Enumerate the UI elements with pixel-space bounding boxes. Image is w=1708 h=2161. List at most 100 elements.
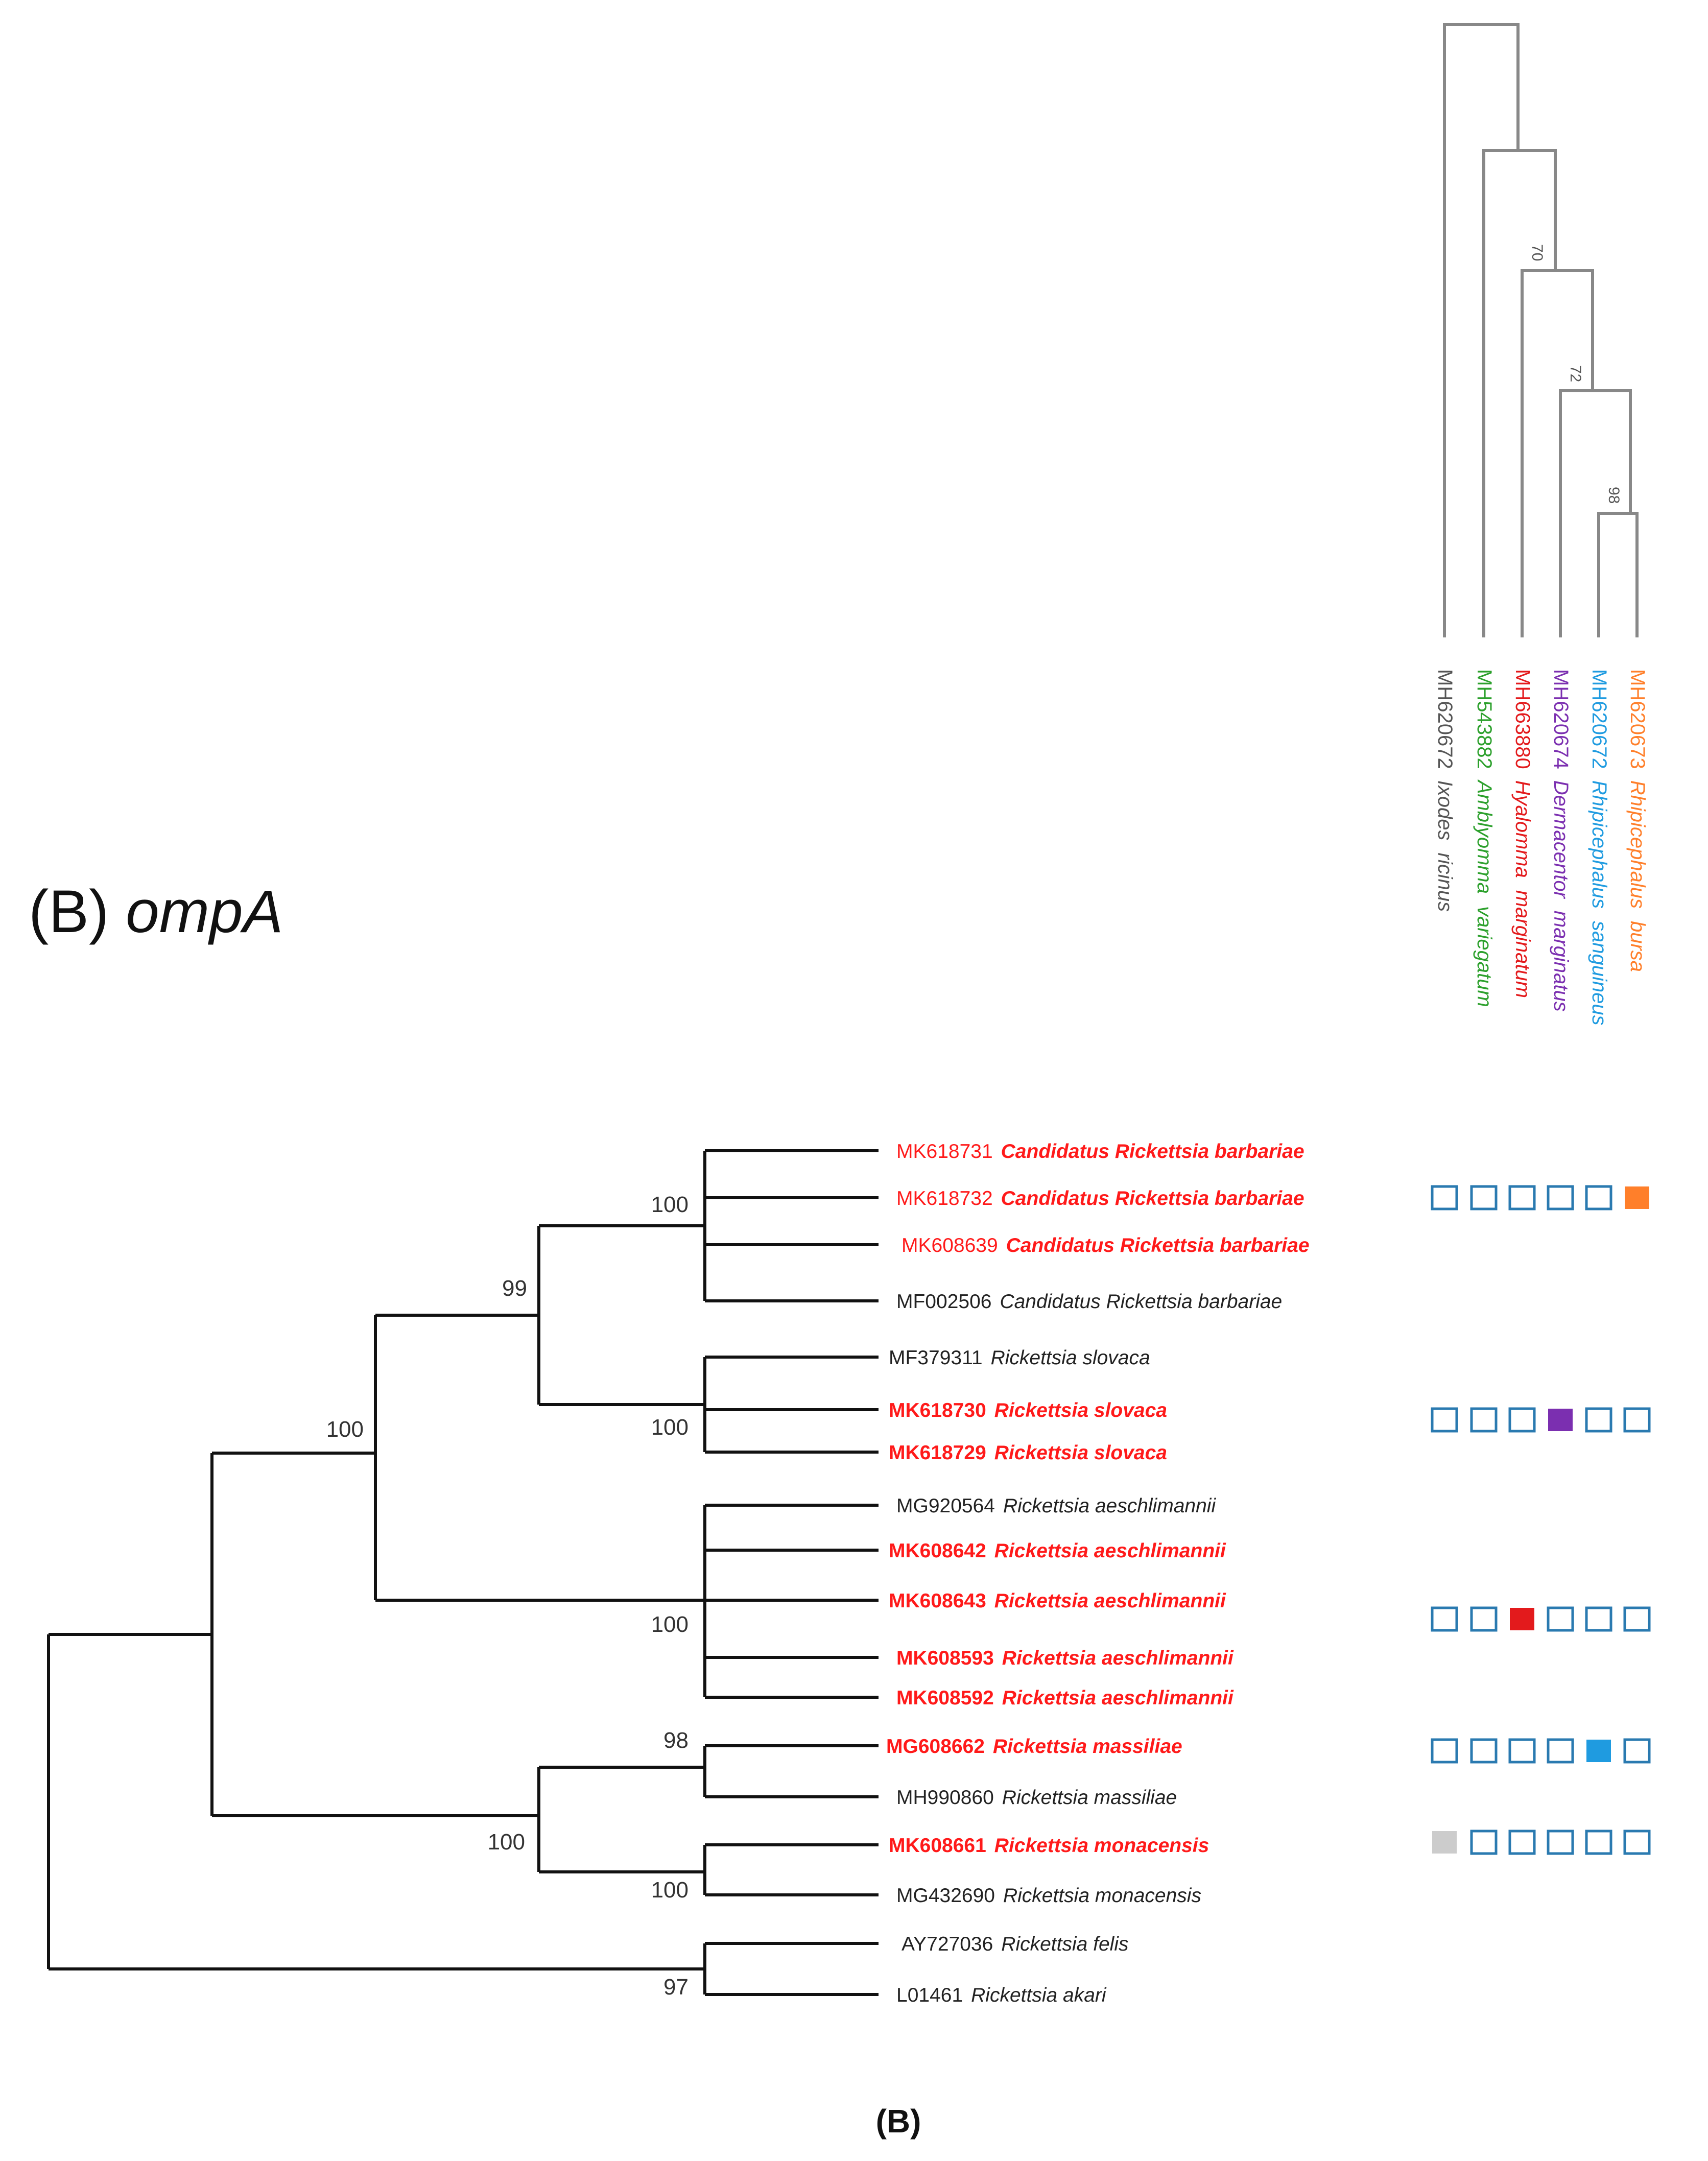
- association-cell: [1470, 1407, 1498, 1433]
- bootstrap-label: 100: [651, 1612, 689, 1637]
- host-bootstrap-label: 72: [1567, 365, 1584, 382]
- tree-branch: [705, 1942, 879, 1996]
- taxon-label: MF002506 Candidatus Rickettsia barbariae: [896, 1291, 1282, 1313]
- taxon-accession: MK608592: [896, 1687, 994, 1709]
- taxon-accession: MK618730: [889, 1399, 986, 1421]
- host-tree-branch: [1443, 23, 1520, 637]
- host-species: ricinus: [1434, 853, 1456, 912]
- host-tree: [1443, 23, 1639, 637]
- taxon-accession: MK608661: [889, 1835, 986, 1857]
- association-cell: [1623, 1606, 1651, 1632]
- taxon-accession: MG920564: [896, 1495, 995, 1517]
- association-cell: [1547, 1738, 1574, 1764]
- association-cell: [1431, 1738, 1458, 1764]
- association-cell: [1586, 1740, 1611, 1762]
- association-cell: [1508, 1185, 1536, 1210]
- host-label: MH620672 Ixodes ricinus: [1434, 669, 1456, 912]
- taxon-name: Rickettsia aeschlimannii: [994, 1540, 1226, 1562]
- host-accession: MH543882: [1473, 669, 1496, 769]
- taxon-name: Rickettsia akari: [971, 1984, 1107, 2006]
- taxon-name: Candidatus Rickettsia barbariae: [1001, 1141, 1304, 1162]
- taxon-name: Rickettsia aeschlimannii: [994, 1590, 1226, 1612]
- bootstrap-label: 98: [663, 1728, 689, 1753]
- host-tree-branch: [1559, 389, 1632, 637]
- host-label: MH620672 Rhipicephalus sanguineus: [1588, 669, 1610, 1026]
- host-label: MH543882 Amblyomma variegatum: [1473, 669, 1496, 1007]
- bootstrap-label: 100: [651, 1192, 689, 1217]
- taxon-label: MK608661 Rickettsia monacensis: [889, 1835, 1209, 1857]
- host-bootstrap-label: 70: [1529, 244, 1546, 261]
- host-species: sanguineus: [1588, 921, 1610, 1026]
- bootstrap-label: 97: [663, 1975, 689, 2000]
- taxon-label: MG432690 Rickettsia monacensis: [896, 1885, 1201, 1907]
- host-genus: Amblyomma: [1473, 779, 1496, 894]
- taxon-label: MK618731 Candidatus Rickettsia barbariae: [896, 1141, 1304, 1162]
- taxon-accession: MG432690: [896, 1885, 995, 1907]
- host-bootstrap-labels: 70 72 98: [1529, 244, 1622, 504]
- taxon-name: Rickettsia monacensis: [1003, 1885, 1201, 1907]
- association-cell: [1585, 1606, 1612, 1632]
- association-cell: [1623, 1407, 1651, 1433]
- taxon-label: MK608642 Rickettsia aeschlimannii: [889, 1540, 1226, 1562]
- host-species: bursa: [1626, 921, 1649, 972]
- taxon-accession: MF379311: [889, 1347, 983, 1369]
- tree-branch: [705, 1843, 879, 1896]
- host-accession: MH663880: [1511, 669, 1534, 769]
- association-cell: [1470, 1185, 1498, 1210]
- bootstrap-labels: 100 99 100 100 100 98 100 100 97: [326, 1192, 689, 2000]
- tree-branch: [539, 1224, 705, 1406]
- taxon-label: MH990860 Rickettsia massiliae: [896, 1787, 1177, 1809]
- host-label: MH620674 Dermacentor marginatus: [1550, 669, 1572, 1012]
- host-genus: Rhipicephalus: [1588, 780, 1610, 909]
- taxon-accession: MK608642: [889, 1540, 986, 1562]
- tree-branch: [212, 1452, 539, 1817]
- association-cell: [1510, 1608, 1534, 1630]
- taxon-label: MF379311 Rickettsia slovaca: [889, 1347, 1150, 1369]
- association-cell: [1547, 1185, 1574, 1210]
- host-accession: MH620674: [1550, 669, 1572, 769]
- bootstrap-label: 100: [651, 1878, 689, 1903]
- host-label: MH620673 Rhipicephalus bursa: [1626, 669, 1649, 972]
- host-species: variegatum: [1473, 906, 1496, 1007]
- host-labels: MH620672 Ixodes ricinus MH543882 Amblyomma va…: [1434, 669, 1649, 1026]
- taxon-accession: MK618732: [896, 1188, 993, 1209]
- taxon-label: L01461 Rickettsia akari: [896, 1984, 1107, 2006]
- association-cell: [1431, 1606, 1458, 1632]
- taxon-name: Rickettsia slovaca: [994, 1399, 1167, 1421]
- taxon-accession: MK618729: [889, 1442, 986, 1464]
- association-cell: [1623, 1738, 1651, 1764]
- taxon-accession: L01461: [896, 1984, 963, 2006]
- host-genus: Ixodes: [1434, 780, 1456, 841]
- association-cell: [1548, 1409, 1573, 1431]
- taxon-accession: MG608662: [886, 1736, 985, 1758]
- taxon-label: MG608662 Rickettsia massiliae: [886, 1736, 1182, 1758]
- association-cell: [1508, 1738, 1536, 1764]
- tree-branch: [539, 1766, 705, 1873]
- figure-title-gene: ompA: [126, 878, 283, 945]
- taxon-name: Rickettsia massiliae: [1002, 1787, 1177, 1809]
- taxon-name: Rickettsia aeschlimannii: [1003, 1495, 1217, 1517]
- tree-branch: [705, 1504, 879, 1699]
- taxon-label: MK608592 Rickettsia aeschlimannii: [896, 1687, 1234, 1709]
- association-cell: [1508, 1830, 1536, 1855]
- taxon-name: Candidatus Rickettsia barbariae: [1001, 1188, 1304, 1209]
- taxon-accession: MF002506: [896, 1291, 991, 1313]
- tree-branch: [49, 1633, 705, 1970]
- taxon-label: MK618732 Candidatus Rickettsia barbariae: [896, 1188, 1304, 1209]
- tree-branch: [375, 1314, 705, 1602]
- taxon-label: MK618729 Rickettsia slovaca: [889, 1442, 1167, 1464]
- host-label: MH663880 Hyalomma marginatum: [1511, 669, 1534, 998]
- tree-branch: [705, 1744, 879, 1798]
- taxon-label: MK608593 Rickettsia aeschlimannii: [896, 1647, 1234, 1669]
- taxon-name: Rickettsia monacensis: [994, 1835, 1209, 1857]
- figure-title-prefix: (B): [29, 878, 126, 945]
- taxon-accession: MK618731: [896, 1141, 993, 1162]
- taxon-accession: MH990860: [896, 1787, 994, 1809]
- taxon-accession: MK608639: [902, 1234, 998, 1256]
- taxon-labels: MK618731 Candidatus Rickettsia barbariaeM…: [886, 1141, 1310, 2006]
- tree-branch: [705, 1149, 879, 1302]
- host-tree-branch: [1521, 269, 1594, 637]
- host-species: marginatum: [1511, 890, 1534, 998]
- host-species: marginatus: [1550, 911, 1572, 1012]
